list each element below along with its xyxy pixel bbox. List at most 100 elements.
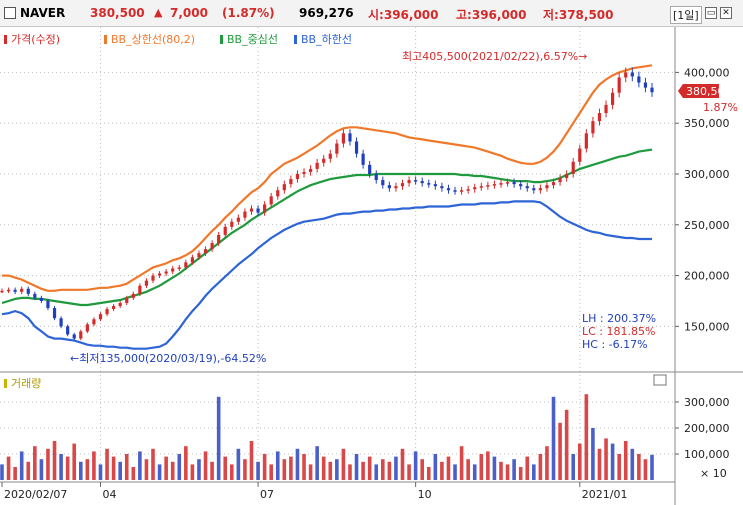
title-bar: NAVER 380,500 ▲ 7,000 (1.87%) 969,276 시:… bbox=[0, 0, 743, 27]
volume-bar bbox=[394, 456, 398, 480]
volume-bar bbox=[591, 428, 595, 480]
max-annotation: 최고405,500(2021/02/22),6.57%→ bbox=[402, 50, 587, 63]
price-bar bbox=[400, 183, 405, 187]
volume-bar bbox=[144, 459, 149, 480]
close-icon[interactable]: ✕ bbox=[720, 7, 732, 19]
price-bar bbox=[322, 158, 326, 163]
volume-bar bbox=[571, 454, 576, 480]
volume-bar bbox=[184, 446, 188, 480]
volume-bar bbox=[78, 461, 83, 480]
bb-middle-line bbox=[1, 148, 653, 307]
volume-bar bbox=[433, 454, 438, 480]
price-bar bbox=[374, 173, 378, 181]
min-annotation: ←최저135,000(2020/03/19),-64.52% bbox=[70, 352, 266, 365]
volume-bar bbox=[446, 456, 451, 480]
price-bar bbox=[230, 221, 234, 227]
volume-bar bbox=[151, 448, 155, 480]
price-bar bbox=[519, 184, 523, 187]
price-bar bbox=[276, 190, 280, 197]
price-bar bbox=[427, 183, 431, 185]
price-bar bbox=[59, 318, 63, 327]
price-bar bbox=[381, 180, 385, 186]
volume-bar bbox=[459, 446, 464, 480]
volume-bar bbox=[236, 448, 241, 480]
volume-bar bbox=[203, 451, 208, 480]
legend-swatch-volume bbox=[4, 379, 7, 388]
volume-bar bbox=[131, 467, 136, 480]
price-bar bbox=[295, 173, 300, 180]
price-bar bbox=[630, 72, 634, 77]
price-bar bbox=[525, 186, 529, 189]
volume-bar bbox=[85, 459, 90, 480]
volume-bar bbox=[269, 464, 273, 480]
x-tick-label: 2021/01 bbox=[582, 488, 628, 501]
volume-panel-button[interactable] bbox=[653, 374, 667, 386]
volume-bar bbox=[52, 441, 57, 480]
bb-lower-line bbox=[1, 200, 652, 350]
price-bar bbox=[499, 183, 503, 185]
price-bar bbox=[591, 121, 595, 134]
x-tick-label: 04 bbox=[102, 488, 116, 501]
volume-bar bbox=[558, 422, 562, 480]
price-bar bbox=[354, 141, 359, 154]
price-bar bbox=[420, 181, 424, 184]
volume-bar bbox=[256, 461, 260, 480]
volume-bar bbox=[584, 394, 589, 480]
price-bar bbox=[361, 153, 365, 165]
volume-bar bbox=[643, 459, 648, 480]
volume-bar bbox=[65, 456, 70, 480]
price-bar bbox=[263, 204, 267, 213]
price-bar bbox=[617, 77, 621, 93]
volume-bar bbox=[328, 461, 333, 480]
price-bar bbox=[624, 72, 628, 78]
legend-upper: BB_상한선(80,2) bbox=[111, 33, 195, 46]
volume-tick-label: 200,000 bbox=[684, 422, 730, 435]
price-change-pct: (1.87%) bbox=[222, 6, 275, 20]
low-price: 저:378,500 bbox=[543, 8, 614, 22]
price-bar bbox=[184, 262, 188, 268]
volume-bar bbox=[610, 443, 615, 480]
volume-bar bbox=[354, 454, 359, 480]
lc-readout: LC : 181.85% bbox=[582, 325, 655, 338]
lh-readout: LH : 200.37% bbox=[582, 312, 656, 325]
volume-bar bbox=[177, 454, 182, 480]
price-bar bbox=[604, 104, 608, 114]
volume-bar bbox=[564, 409, 569, 480]
price-bar bbox=[578, 148, 582, 162]
volume-bar bbox=[229, 464, 234, 480]
volume-bar bbox=[105, 448, 109, 480]
y-tick-label: 300,000 bbox=[684, 168, 730, 181]
volume-bar bbox=[518, 467, 523, 480]
legend-swatch-price bbox=[4, 35, 7, 44]
price-bar bbox=[112, 306, 116, 310]
volume-bar bbox=[440, 461, 444, 480]
price-bar bbox=[66, 326, 70, 335]
price-bar bbox=[98, 314, 103, 320]
volume-bar bbox=[275, 451, 280, 480]
select-checkbox[interactable] bbox=[4, 7, 16, 19]
volume-bar bbox=[545, 446, 549, 480]
volume-bar bbox=[295, 448, 300, 480]
volume-bar bbox=[361, 461, 365, 480]
price-bar bbox=[177, 267, 181, 269]
volume-bar bbox=[577, 443, 582, 480]
volume-series bbox=[0, 394, 654, 480]
price-bar bbox=[335, 143, 339, 154]
price-bar bbox=[453, 190, 457, 192]
volume-bar bbox=[39, 459, 44, 480]
volume-bar bbox=[170, 461, 175, 480]
price-bar bbox=[197, 253, 201, 258]
volume-bar bbox=[210, 461, 214, 480]
volume-bar bbox=[124, 454, 129, 480]
price-bar bbox=[407, 180, 411, 184]
price-bar bbox=[151, 275, 155, 281]
volume-bar bbox=[381, 459, 385, 480]
volume-bar bbox=[604, 438, 608, 480]
price-bar bbox=[466, 189, 470, 191]
open-price: 시:396,000 bbox=[368, 8, 439, 22]
period-button[interactable]: [1일] bbox=[670, 6, 702, 24]
price-bar bbox=[203, 249, 208, 254]
price-bar bbox=[256, 208, 260, 213]
x-tick-label: 07 bbox=[260, 488, 274, 501]
minimize-icon[interactable]: ▭ bbox=[705, 7, 717, 19]
